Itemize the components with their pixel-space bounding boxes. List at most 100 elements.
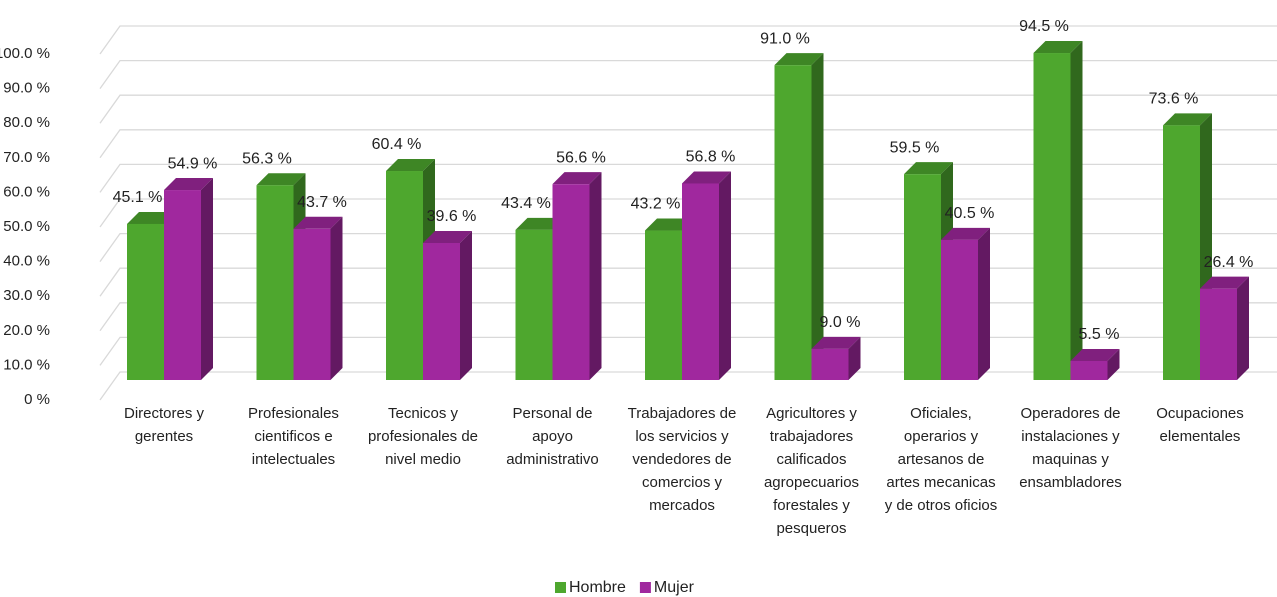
data-label: 9.0 %	[820, 314, 861, 331]
data-label: 40.5 %	[945, 205, 995, 222]
y-tick-label: 70.0 %	[3, 149, 50, 166]
bar-top	[1163, 113, 1212, 126]
bar-side	[1107, 348, 1120, 380]
bar	[1070, 348, 1120, 380]
x-tick-label: Personal de apoyo administrativo	[506, 405, 599, 468]
bar-top	[515, 217, 565, 230]
x-tick-label: Operadores de instalaciones y maquinas y en…	[1019, 405, 1122, 491]
bar	[164, 178, 213, 380]
grid-line	[99, 371, 1277, 401]
data-label: 94.5 %	[1019, 18, 1069, 35]
x-tick-label: Ocupaciones elementales	[1156, 405, 1244, 445]
y-tick-label: 90.0 %	[3, 80, 50, 97]
bar	[811, 336, 861, 380]
grid-line	[99, 302, 1277, 332]
grid-line	[99, 336, 1277, 366]
bar-front	[1070, 360, 1108, 380]
bar-front	[645, 230, 682, 380]
bar	[423, 230, 472, 380]
data-label: 43.4 %	[501, 195, 551, 212]
bar-front	[1163, 125, 1200, 381]
bar-top	[293, 216, 343, 229]
legend-swatch	[555, 582, 566, 593]
grid-line	[99, 163, 1277, 193]
bar-top	[1200, 276, 1249, 289]
bar-top	[904, 162, 953, 175]
bar	[1033, 41, 1083, 380]
grid-line	[99, 267, 1277, 297]
bar	[552, 172, 602, 380]
bar-top	[1070, 348, 1120, 361]
grid-line	[99, 198, 1277, 228]
grid-line	[99, 94, 1277, 124]
bar	[1163, 113, 1212, 381]
legend-label: Hombre	[569, 579, 626, 596]
x-tick-label: Agricultores y trabajadores calificados agr…	[764, 405, 859, 537]
bar-front	[811, 348, 849, 380]
grid-line	[99, 25, 1277, 55]
bar-top	[256, 173, 306, 186]
legend-label: Mujer	[654, 579, 695, 596]
y-tick-label: 30.0 %	[3, 287, 50, 304]
legend-swatch	[639, 582, 651, 593]
bar-front	[256, 185, 294, 380]
data-label: 60.4 %	[372, 136, 422, 153]
grid-line	[99, 232, 1277, 262]
bar-top	[941, 227, 990, 240]
data-label: 54.9 %	[168, 155, 218, 172]
y-tick-label: 10.0 %	[3, 356, 50, 373]
data-label: 56.8 %	[686, 149, 736, 166]
bar-side	[719, 171, 731, 380]
bar-front	[1033, 53, 1071, 380]
y-tick-label: 50.0 %	[3, 218, 50, 235]
data-label: 56.6 %	[556, 149, 606, 166]
grid-line	[99, 59, 1277, 89]
bar	[256, 173, 306, 380]
data-label: 43.7 %	[297, 194, 347, 211]
bar-front	[127, 223, 164, 380]
data-label: 39.6 %	[427, 208, 477, 225]
bar-front	[941, 239, 978, 380]
bar-top	[423, 230, 472, 243]
bar-top	[774, 53, 824, 66]
bar-front	[386, 171, 423, 380]
y-tick-label: 0 %	[24, 391, 50, 408]
data-label: 26.4 %	[1204, 254, 1254, 271]
bar-front	[552, 184, 590, 380]
x-tick-label: Oficiales, operarios y artesanos de artes m…	[885, 405, 998, 514]
bar	[774, 53, 824, 380]
bar-top	[682, 171, 731, 184]
data-label: 43.2 %	[631, 196, 681, 213]
y-tick-label: 20.0 %	[3, 322, 50, 339]
data-label: 73.6 %	[1149, 91, 1199, 108]
bar-side	[848, 336, 861, 380]
bar-side	[460, 230, 472, 380]
bar-front	[164, 190, 201, 380]
y-tick-label: 100.0 %	[0, 45, 50, 62]
grid-line	[99, 129, 1277, 159]
bar-front	[774, 65, 812, 380]
bar-front	[1200, 288, 1237, 380]
bar-front	[515, 229, 553, 380]
bar-front	[293, 228, 331, 380]
bar	[293, 216, 343, 380]
bar-front	[682, 183, 719, 380]
data-label: 5.5 %	[1079, 326, 1120, 343]
data-label: 59.5 %	[890, 139, 940, 156]
bar-front	[423, 242, 460, 380]
x-tick-label: Tecnicos y profesionales de nivel medio	[368, 405, 478, 468]
bar-top	[127, 211, 176, 224]
bar-top	[386, 159, 435, 172]
bar-side	[1070, 41, 1083, 380]
bar-top	[1033, 41, 1083, 54]
bar-side	[201, 178, 213, 380]
bar-top	[811, 336, 861, 349]
bar	[1200, 276, 1249, 380]
x-tick-label: Directores y gerentes	[124, 405, 205, 445]
bar	[941, 227, 990, 380]
bar-side	[330, 216, 343, 380]
bar-top	[164, 178, 213, 191]
y-tick-label: 80.0 %	[3, 114, 50, 131]
y-tick-label: 60.0 %	[3, 183, 50, 200]
